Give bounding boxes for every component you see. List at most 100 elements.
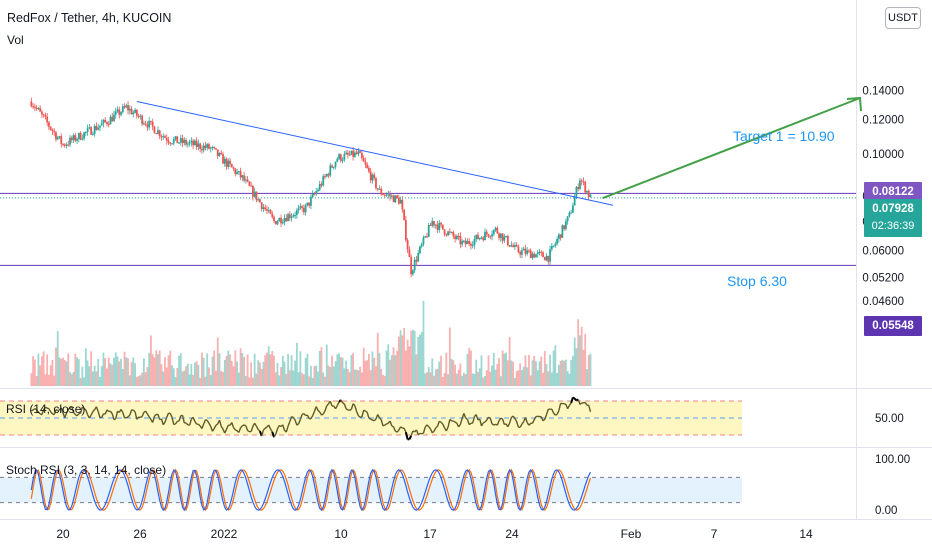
candle-body bbox=[461, 241, 464, 245]
rsi-segment bbox=[555, 413, 558, 416]
candle-body bbox=[118, 109, 121, 115]
candle-body bbox=[368, 167, 370, 172]
candle-body bbox=[318, 184, 321, 190]
candle-body bbox=[536, 252, 539, 255]
volume-bar bbox=[343, 368, 346, 386]
rsi-segment bbox=[465, 417, 468, 420]
rsi-segment bbox=[355, 411, 360, 417]
candle-body bbox=[484, 231, 486, 241]
volume-bar bbox=[250, 362, 253, 386]
candle-body bbox=[547, 255, 550, 262]
rsi-segment bbox=[584, 402, 588, 406]
rsi-segment bbox=[396, 429, 400, 433]
candle-body bbox=[62, 143, 64, 145]
rsi-segment bbox=[95, 406, 99, 412]
volume-bar bbox=[352, 353, 355, 386]
candle-body bbox=[572, 205, 574, 213]
candle-body bbox=[76, 139, 78, 141]
candle-body bbox=[327, 174, 330, 176]
candle-body bbox=[535, 254, 537, 258]
volume-bar bbox=[341, 357, 344, 386]
stoch-tick-label: 0.00 bbox=[875, 505, 897, 517]
candle-body bbox=[206, 144, 209, 148]
volume-bar bbox=[58, 357, 61, 386]
candle-body bbox=[56, 137, 59, 140]
rsi-segment bbox=[106, 409, 110, 412]
rsi-segment bbox=[384, 423, 387, 426]
candle-body bbox=[51, 129, 54, 132]
candle-body bbox=[380, 188, 383, 195]
volume-bar bbox=[65, 361, 68, 386]
volume-bar bbox=[510, 360, 513, 386]
volume-bar bbox=[234, 350, 237, 386]
candle-body bbox=[383, 194, 386, 196]
volume-bar bbox=[503, 353, 506, 386]
volume-bar bbox=[542, 372, 544, 386]
rsi-segment bbox=[140, 415, 143, 419]
volume-bar bbox=[401, 335, 404, 386]
candle-body bbox=[573, 196, 576, 206]
candle-body bbox=[508, 245, 511, 247]
stoch-k-line bbox=[30, 468, 592, 512]
volume-bar bbox=[484, 375, 486, 386]
volume-bar bbox=[327, 365, 330, 386]
volume-bar bbox=[179, 353, 182, 386]
volume-bar bbox=[181, 371, 184, 386]
rsi-segment bbox=[524, 417, 528, 423]
volume-bar bbox=[167, 355, 170, 386]
rsi-segment bbox=[403, 427, 407, 433]
target-annotation[interactable]: Target 1 = 10.90 bbox=[733, 128, 835, 144]
candle-body bbox=[288, 214, 291, 219]
volume-bar bbox=[211, 356, 214, 386]
candle-body bbox=[345, 152, 347, 155]
rsi-segment bbox=[231, 422, 235, 428]
candle-body bbox=[144, 123, 147, 125]
volume-bar bbox=[283, 361, 286, 386]
candle-body bbox=[255, 191, 258, 201]
candle-body bbox=[69, 137, 71, 145]
rsi-segment bbox=[185, 422, 189, 426]
candle-body bbox=[142, 123, 145, 125]
volume-bar bbox=[113, 357, 115, 386]
volume-bar bbox=[93, 365, 96, 386]
volume-bar bbox=[491, 365, 493, 386]
candle-body bbox=[67, 144, 70, 146]
currency-button[interactable]: USDT bbox=[885, 7, 921, 29]
rsi-segment bbox=[197, 423, 201, 427]
volume-bar bbox=[338, 353, 340, 386]
candle-body bbox=[181, 138, 184, 144]
candle-body bbox=[522, 248, 525, 251]
volume-bar bbox=[285, 374, 288, 386]
candle-body bbox=[197, 143, 200, 147]
rsi-segment bbox=[291, 416, 294, 418]
stop-annotation[interactable]: Stop 6.30 bbox=[727, 273, 787, 289]
candle-body bbox=[246, 179, 249, 182]
stoch-tick-label: 100.00 bbox=[875, 454, 910, 466]
volume-bar bbox=[257, 360, 260, 386]
time-tick-label: 7 bbox=[711, 527, 718, 541]
candle-body bbox=[521, 250, 523, 255]
candle-body bbox=[336, 158, 339, 162]
volume-bar bbox=[515, 371, 518, 386]
volume-bar bbox=[95, 371, 98, 386]
volume-bar bbox=[195, 361, 198, 386]
volume-bar bbox=[128, 375, 131, 386]
volume-bar bbox=[42, 351, 45, 386]
candle-body bbox=[211, 147, 214, 149]
rsi-segment bbox=[408, 435, 413, 440]
rsi-segment bbox=[454, 421, 458, 424]
rsi-segment bbox=[213, 424, 217, 429]
volume-bar bbox=[67, 353, 70, 386]
rsi-segment bbox=[428, 426, 432, 430]
volume-bar bbox=[403, 327, 406, 386]
rsi-segment bbox=[111, 413, 115, 420]
volume-bar bbox=[552, 350, 555, 386]
price-tick-label: 0.12000 bbox=[862, 115, 904, 127]
candle-body bbox=[385, 194, 388, 196]
candle-body bbox=[489, 236, 492, 238]
candle-body bbox=[262, 207, 265, 209]
candle-body bbox=[361, 152, 363, 159]
candle-body bbox=[193, 140, 196, 146]
volume-bar bbox=[536, 370, 539, 386]
